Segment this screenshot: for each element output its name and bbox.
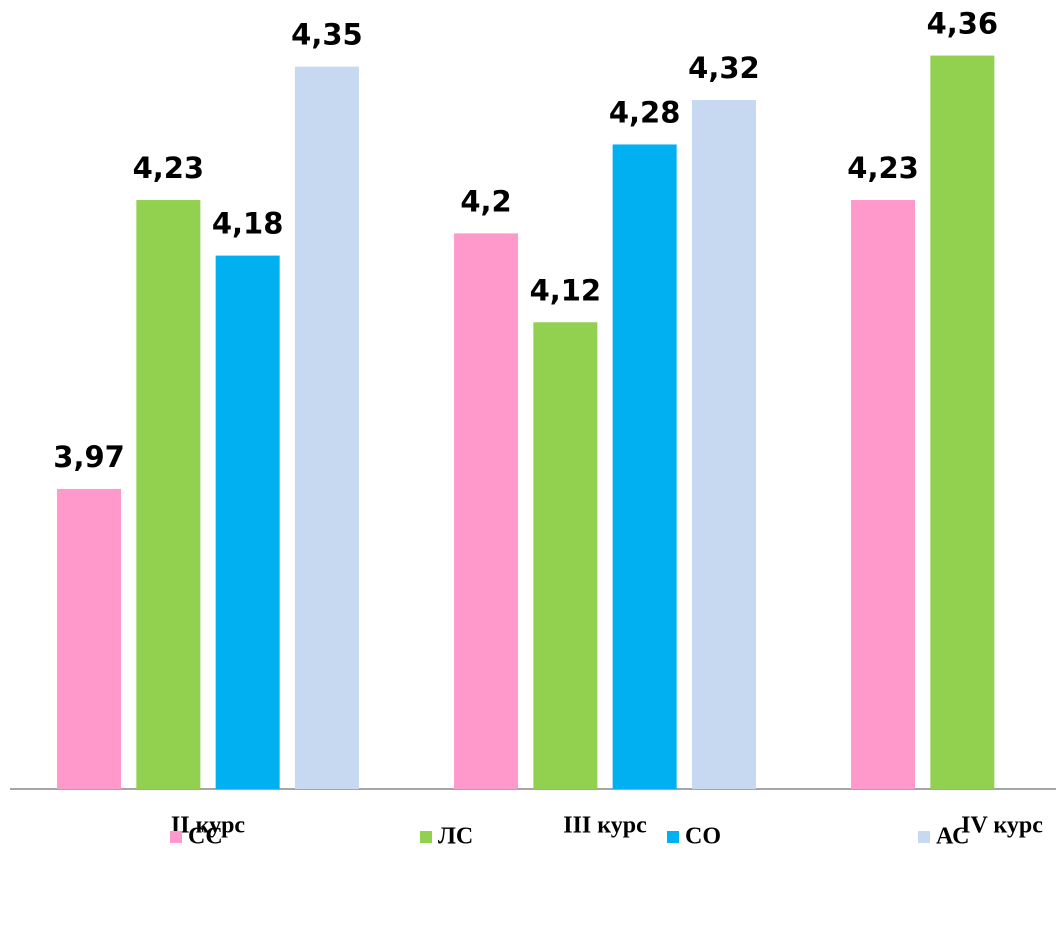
legend-swatch bbox=[667, 831, 679, 843]
data-label: 4,23 bbox=[133, 151, 205, 185]
legend-label: ЛС bbox=[438, 824, 473, 850]
data-label: 3,97 bbox=[53, 440, 125, 474]
bar bbox=[612, 144, 677, 789]
x-tick-label: III курс bbox=[563, 813, 647, 839]
bar bbox=[851, 200, 916, 789]
data-label: 4,32 bbox=[688, 51, 760, 85]
legend-swatch bbox=[170, 831, 182, 843]
data-label: 4,2 bbox=[460, 184, 511, 218]
data-label: 4,18 bbox=[212, 207, 284, 241]
data-label: 4,28 bbox=[609, 95, 681, 129]
data-label: 4,23 bbox=[847, 151, 919, 185]
legend-swatch bbox=[420, 831, 432, 843]
bar bbox=[930, 55, 995, 790]
legend-swatch bbox=[918, 831, 930, 843]
legend-label: СО bbox=[685, 824, 721, 850]
legend-label: АС bbox=[936, 824, 969, 850]
x-tick-label: II курс bbox=[171, 813, 246, 839]
bar bbox=[691, 100, 756, 789]
legend-label: СС bbox=[188, 824, 223, 850]
x-tick-label: IV курс bbox=[961, 813, 1043, 839]
data-label: 4,12 bbox=[530, 273, 602, 307]
data-label: 4,35 bbox=[291, 18, 363, 52]
bar bbox=[215, 255, 280, 789]
bar bbox=[57, 488, 122, 789]
bar bbox=[454, 233, 519, 789]
bar bbox=[294, 66, 359, 790]
data-label: 4,36 bbox=[927, 7, 999, 41]
bar bbox=[136, 200, 201, 789]
bar bbox=[533, 322, 598, 789]
